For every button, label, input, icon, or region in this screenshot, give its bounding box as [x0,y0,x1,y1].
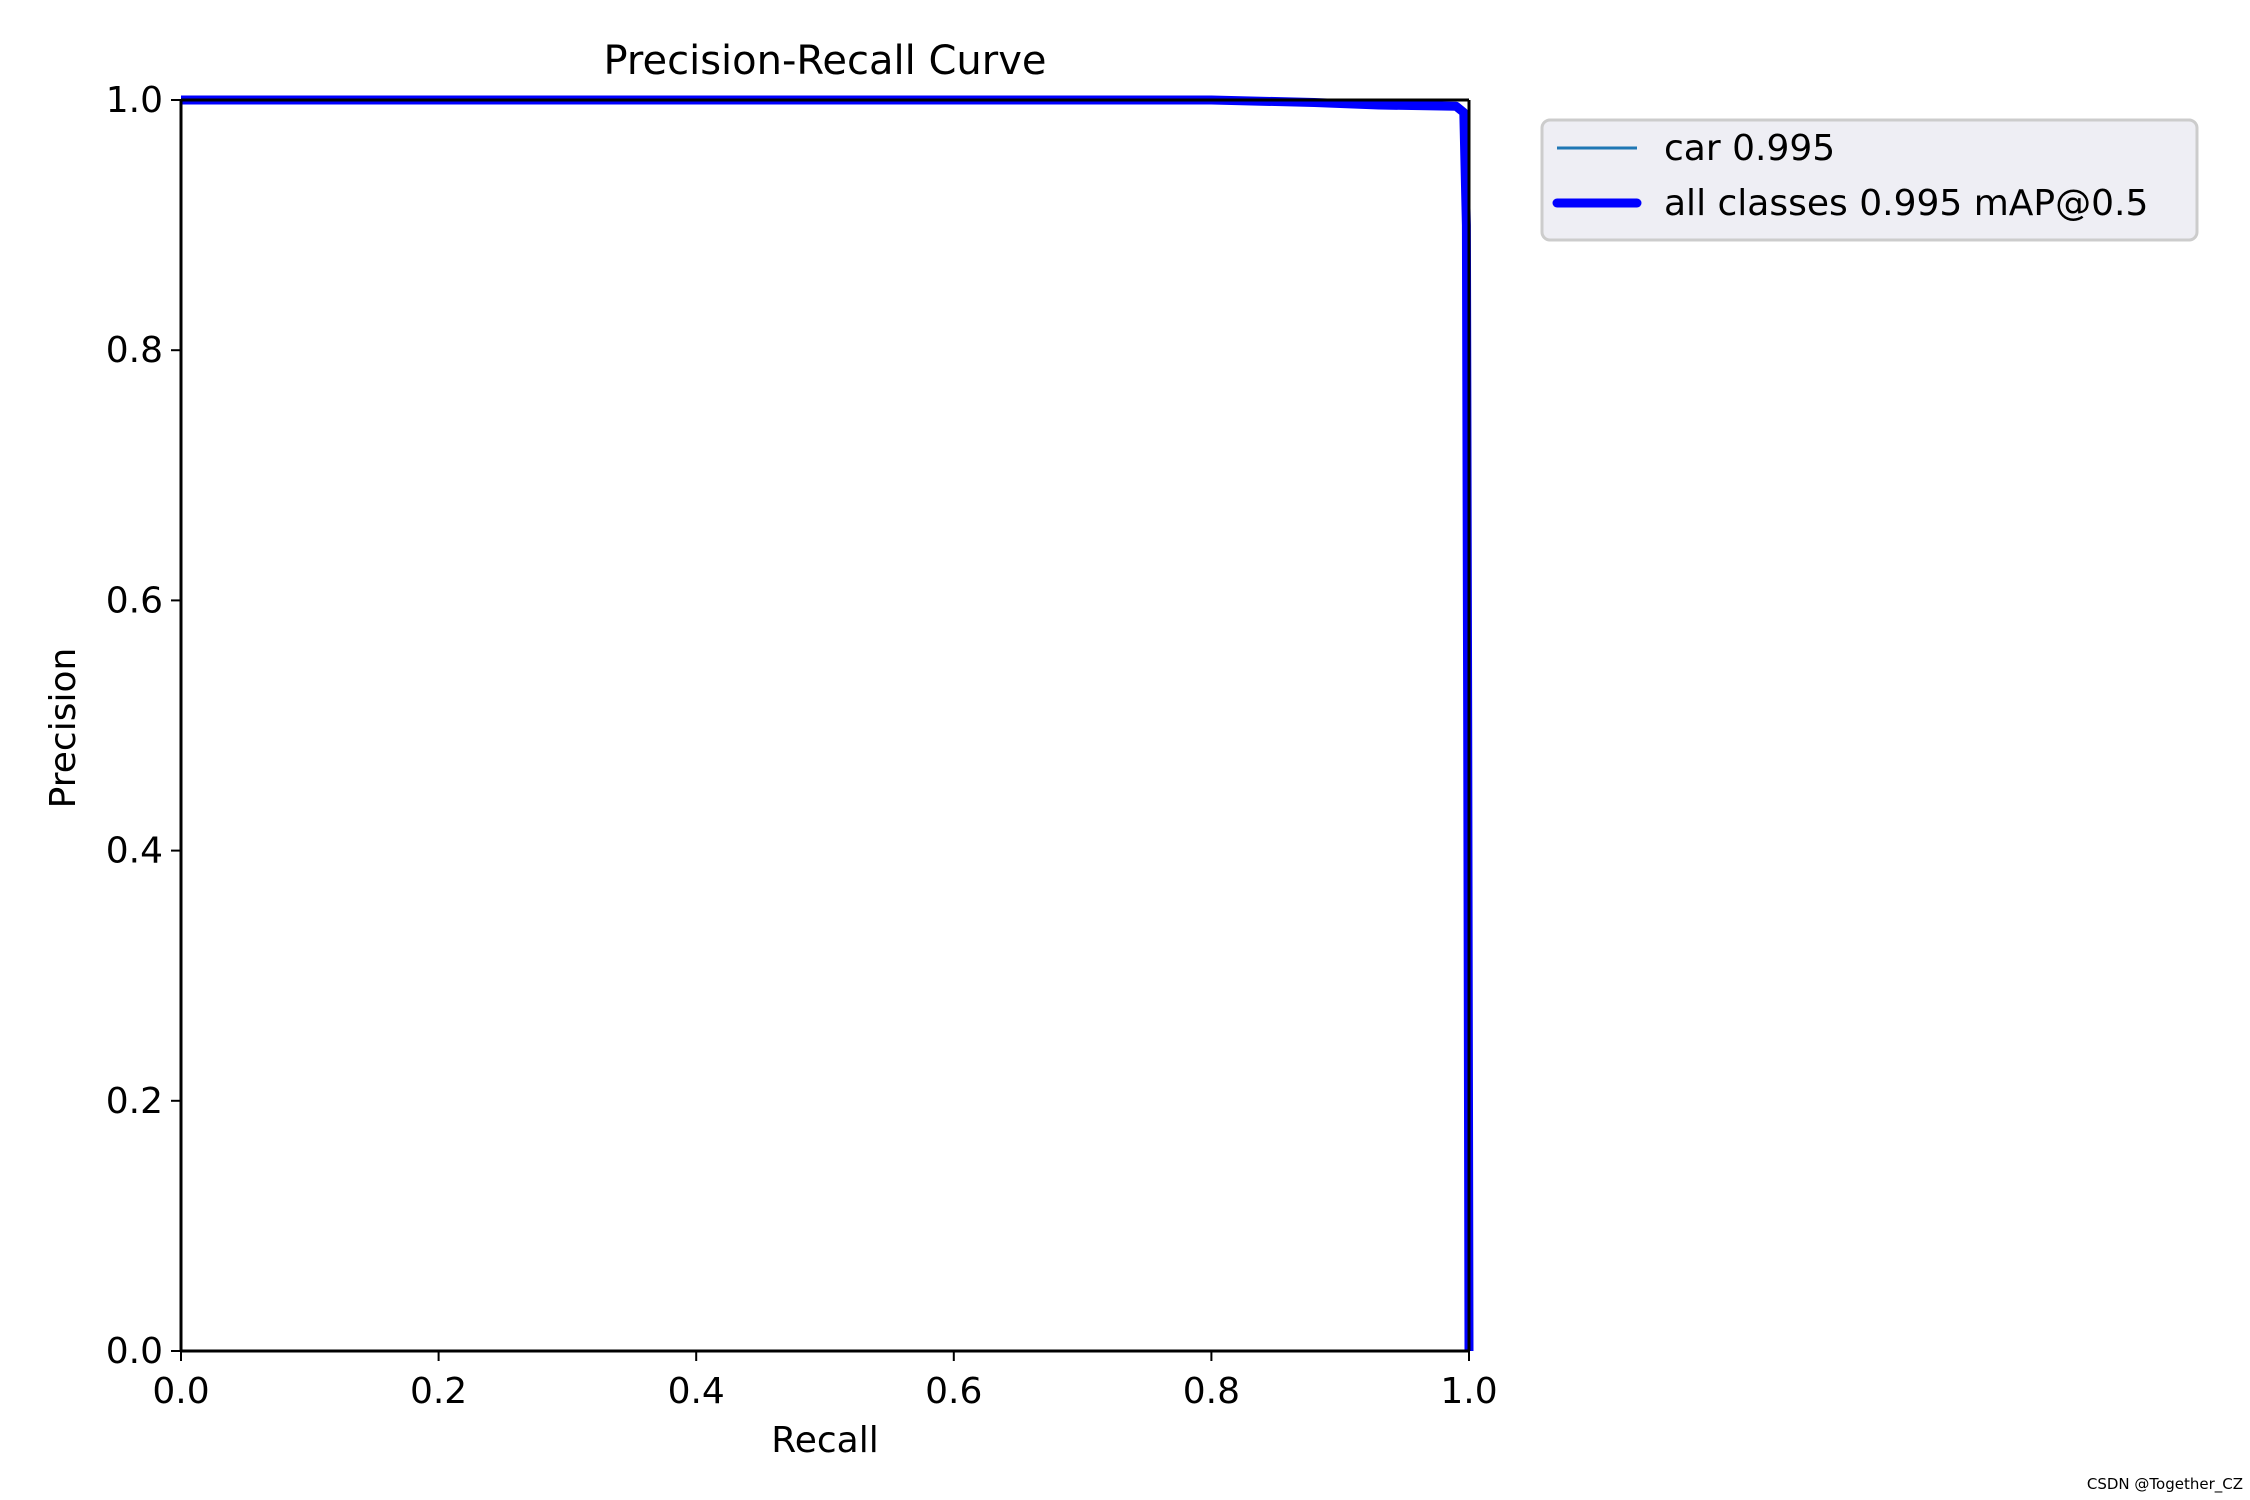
y-tick-label-3: 0.6 [106,580,163,621]
y-tick-label-5: 1.0 [106,80,163,121]
legend: car 0.995 all classes 0.995 mAP@0.5 [1540,118,2199,242]
y-tick-label-4: 0.8 [106,330,163,371]
y-axis-label: Precision [43,648,84,809]
x-tick-label-2: 0.4 [668,1371,725,1412]
x-axis-label: Recall [771,1420,878,1461]
x-tick-label-3: 0.6 [925,1371,982,1412]
legend-label-car: car 0.995 [1664,128,1835,169]
x-tick-label-4: 0.8 [1183,1371,1240,1412]
axes-layer: 0.0 0.2 0.4 0.6 0.8 1.0 0.0 0.2 0.4 0.6 0.8 1.0 [106,80,1498,1412]
y-tick-label-0: 0.0 [106,1331,163,1372]
chart-title: Precision-Recall Curve [604,38,1047,84]
watermark: CSDN @Together_CZ [2087,1475,2243,1494]
y-tick-label-1: 0.2 [106,1081,163,1122]
x-tick-label-0: 0.0 [152,1371,209,1412]
x-tick-label-5: 1.0 [1440,1371,1497,1412]
legend-label-all-classes: all classes 0.995 mAP@0.5 [1664,183,2148,224]
y-tick-label-2: 0.4 [106,831,163,872]
x-tick-label-1: 0.2 [410,1371,467,1412]
legend-frame [1540,118,2199,242]
